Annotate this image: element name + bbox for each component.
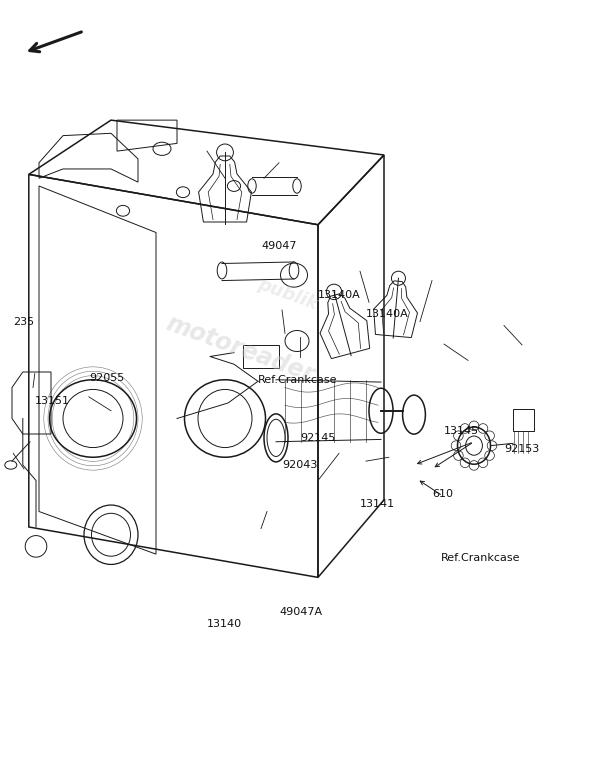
Text: publik: publik	[256, 275, 320, 314]
Text: 13141: 13141	[360, 499, 395, 508]
Text: 610: 610	[432, 490, 453, 499]
Text: 13140A: 13140A	[318, 290, 361, 299]
Text: 13140A: 13140A	[366, 309, 409, 319]
Text: 13140: 13140	[207, 619, 242, 629]
Text: motoreader: motoreader	[163, 311, 317, 387]
Bar	[513, 409, 534, 431]
Text: Ref.Crankcase: Ref.Crankcase	[441, 553, 521, 563]
Text: 13151: 13151	[35, 397, 70, 406]
Text: 13145: 13145	[444, 426, 479, 436]
Text: Ref.Crankcase: Ref.Crankcase	[258, 375, 337, 384]
Text: 49047: 49047	[261, 242, 296, 251]
Bar	[243, 345, 279, 368]
Text: 235: 235	[13, 317, 34, 326]
Text: 92153: 92153	[504, 445, 539, 454]
Text: 92145: 92145	[300, 433, 335, 443]
Text: 49047A: 49047A	[279, 608, 322, 617]
Text: 92055: 92055	[89, 374, 124, 383]
Text: 92043: 92043	[282, 460, 317, 470]
